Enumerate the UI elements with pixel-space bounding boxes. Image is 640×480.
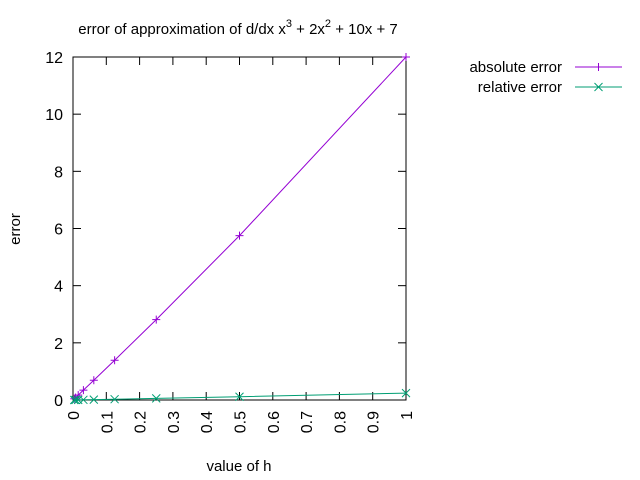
plot-frame (72, 56, 407, 401)
y-axis-label: error (7, 213, 24, 245)
chart-title-tail: + 10x + 7 (331, 21, 398, 38)
chart-title-sup1: 3 (286, 18, 292, 30)
series-relative-error (69, 388, 411, 405)
plus-marker (235, 231, 244, 240)
chart-title-sup2: 2 (325, 18, 331, 30)
cross-marker (401, 388, 411, 398)
plus-marker (594, 63, 603, 71)
legend-item: absolute error (469, 59, 622, 76)
legend: absolute error relative error (469, 59, 622, 96)
x-tick-label: 0.3 (166, 411, 183, 433)
series-layer (69, 53, 411, 405)
y-tick-label: 12 (45, 50, 63, 67)
axis-ticks: 0 2 4 6 8 10 12 0 0.1 0.2 0.3 0.4 0.5 0.6 0.7 0.8 0.9 1 (45, 50, 416, 433)
cross-marker (110, 394, 119, 404)
x-tick-label: 0.5 (233, 411, 250, 433)
y-tick-label: 6 (54, 222, 63, 239)
y-tick-label: 10 (45, 107, 63, 124)
chart-title: error of approximation of d/dx x3 + 2x2 … (78, 18, 398, 38)
series-absolute-error (70, 53, 410, 403)
y-tick-label: 2 (54, 336, 63, 353)
x-tick-label: 0.2 (133, 411, 150, 433)
plus-marker (110, 356, 119, 365)
x-tick-label: 0.1 (99, 411, 116, 433)
x-tick-label: 1 (399, 411, 416, 420)
x-tick-label: 0.6 (266, 411, 283, 433)
y-tick-label: 0 (54, 393, 63, 410)
legend-label: relative error (478, 79, 562, 96)
chart-title-mid: + 2x (292, 21, 325, 38)
cross-marker (69, 395, 79, 405)
legend-label: absolute error (469, 59, 562, 76)
plus-marker (152, 315, 161, 324)
x-tick-label: 0.8 (332, 411, 349, 433)
y-tick-label: 8 (54, 164, 63, 181)
plus-marker (89, 376, 98, 385)
cross-marker (235, 392, 244, 402)
x-tick-label: 0 (66, 411, 83, 420)
cross-marker (71, 395, 80, 405)
cross-marker (594, 82, 603, 92)
x-tick-label: 0.9 (366, 411, 383, 433)
x-tick-label: 0.4 (199, 411, 216, 433)
legend-item: relative error (478, 79, 622, 96)
x-tick-label: 0.7 (299, 411, 316, 433)
cross-marker (151, 394, 161, 403)
y-tick-label: 4 (54, 279, 63, 296)
plus-marker (79, 386, 88, 395)
cross-marker (73, 395, 83, 405)
plus-marker (402, 53, 410, 61)
x-axis-label: value of h (206, 458, 271, 475)
chart-title-base: error of approximation of d/dx x (78, 21, 286, 38)
cross-marker (89, 395, 99, 404)
series-line (73, 56, 407, 400)
